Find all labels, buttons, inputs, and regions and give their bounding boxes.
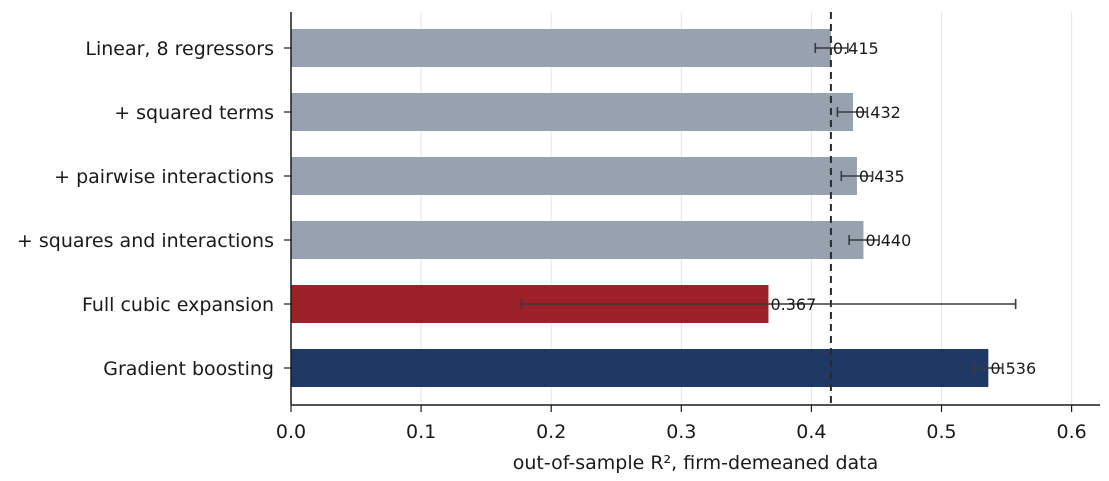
- bar: [291, 221, 864, 259]
- x-tick-label: 0.0: [276, 421, 306, 443]
- x-tick-label: 0.6: [1056, 421, 1086, 443]
- value-label: 0.415: [833, 39, 879, 58]
- error-bars: [520, 43, 1017, 373]
- value-label: 0.432: [855, 103, 901, 122]
- category-label: Linear, 8 regressors: [85, 38, 274, 60]
- bar: [291, 349, 989, 387]
- x-tick-label: 0.3: [666, 421, 696, 443]
- value-label: 0.536: [990, 359, 1036, 378]
- gridlines: [290, 12, 1073, 405]
- x-tick-label: 0.1: [406, 421, 436, 443]
- labels: Linear, 8 regressors 0.415 + squared terms…: [17, 38, 1087, 443]
- x-axis-title: out-of-sample R², firm-demeaned data: [513, 452, 879, 474]
- x-tick-label: 0.5: [926, 421, 956, 443]
- x-tick-label: 0.4: [796, 421, 826, 443]
- bar: [291, 29, 831, 67]
- category-label: Full cubic expansion: [82, 294, 274, 316]
- value-label: 0.435: [859, 167, 905, 186]
- category-label: + pairwise interactions: [54, 166, 274, 188]
- value-label: 0.440: [865, 231, 911, 250]
- axes: [284, 12, 1100, 412]
- bar: [291, 93, 854, 131]
- bars: [291, 29, 989, 387]
- value-label: 0.367: [770, 295, 816, 314]
- bar: [291, 157, 857, 195]
- x-tick-label: 0.2: [536, 421, 566, 443]
- category-label: + squared terms: [114, 102, 274, 124]
- category-label: Gradient boosting: [103, 358, 274, 380]
- category-label: + squares and interactions: [17, 230, 274, 252]
